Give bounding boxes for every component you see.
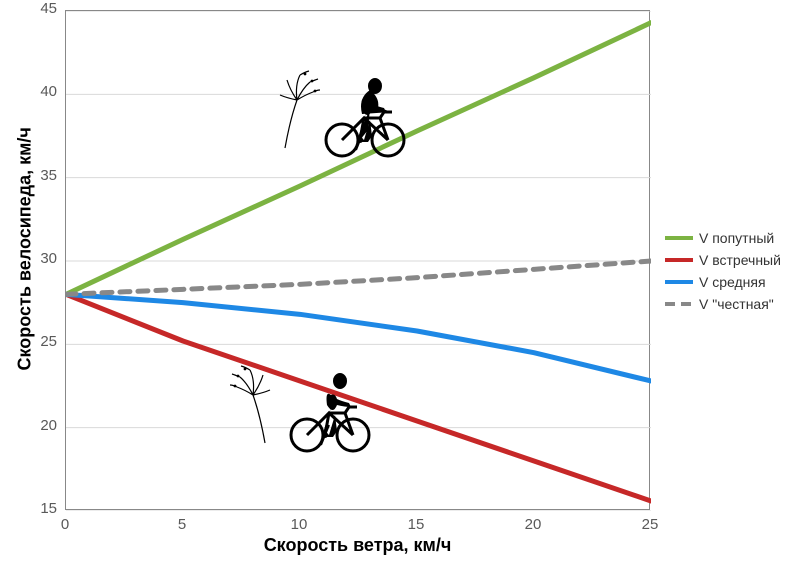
y-tick-label: 25 xyxy=(25,333,57,350)
y-tick-label: 15 xyxy=(25,500,57,517)
x-tick-label: 10 xyxy=(284,516,314,533)
legend-swatch-headwind xyxy=(665,258,693,262)
y-tick-label: 30 xyxy=(25,250,57,267)
x-axis-title: Скорость ветра, км/ч xyxy=(65,535,650,556)
legend-swatch-tailwind xyxy=(665,236,693,240)
legend-item-tailwind: V попутный xyxy=(665,230,781,246)
x-tick-label: 0 xyxy=(50,516,80,533)
tree-tailwind-icon xyxy=(265,70,325,150)
legend-item-honest: V "честная" xyxy=(665,296,781,312)
legend-label: V средняя xyxy=(699,274,766,290)
legend-item-average: V средняя xyxy=(665,274,781,290)
cyclist-headwind-icon xyxy=(285,365,375,455)
y-tick-label: 45 xyxy=(25,0,57,17)
legend-label: V "честная" xyxy=(699,296,774,312)
tree-headwind-icon xyxy=(225,365,285,445)
legend-label: V попутный xyxy=(699,230,774,246)
x-tick-label: 20 xyxy=(518,516,548,533)
x-tick-label: 25 xyxy=(635,516,665,533)
y-tick-label: 20 xyxy=(25,417,57,434)
chart-container: Скорость велосипеда, км/ч Скорость ветра… xyxy=(0,0,800,564)
legend-label: V встречный xyxy=(699,252,781,268)
legend-item-headwind: V встречный xyxy=(665,252,781,268)
x-tick-label: 5 xyxy=(167,516,197,533)
x-tick-label: 15 xyxy=(401,516,431,533)
y-tick-label: 35 xyxy=(25,167,57,184)
legend-swatch-average xyxy=(665,280,693,284)
y-tick-label: 40 xyxy=(25,83,57,100)
cyclist-tailwind-icon xyxy=(320,70,410,160)
legend: V попутный V встречный V средняя V "чест… xyxy=(665,230,781,318)
legend-swatch-honest xyxy=(665,302,693,306)
